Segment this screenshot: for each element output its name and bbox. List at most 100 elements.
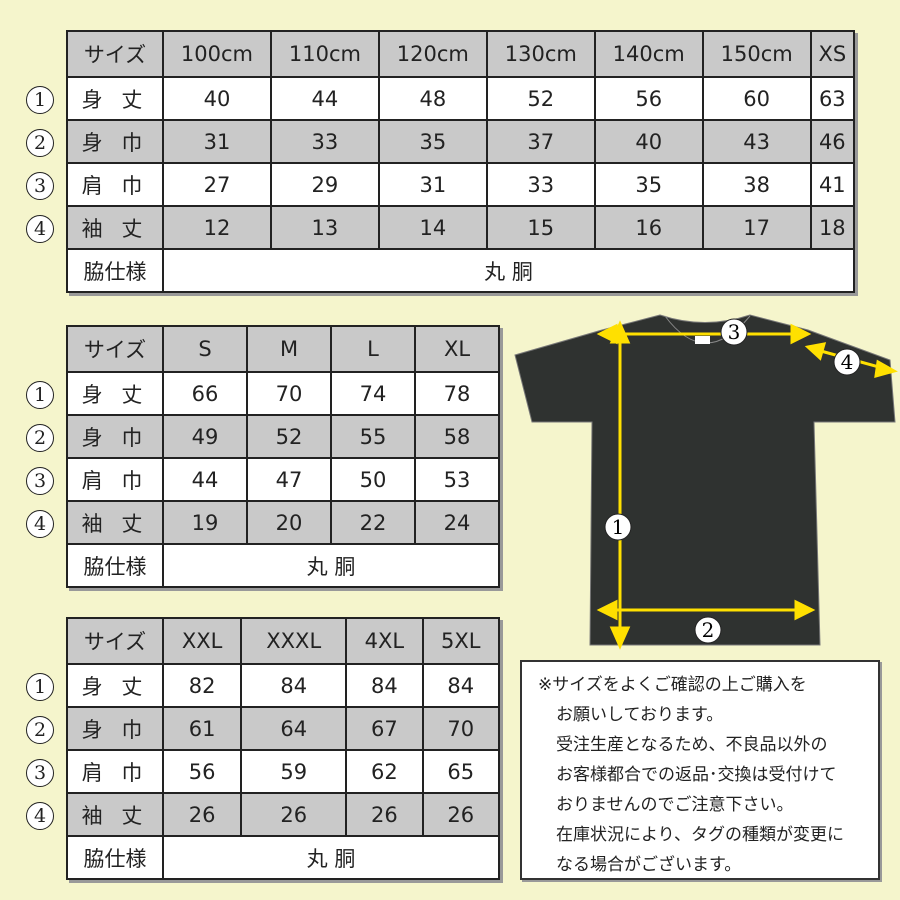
row-marker-1: 1 bbox=[26, 86, 54, 114]
table-cell: 60 bbox=[701, 76, 812, 121]
row-marker-3: 3 bbox=[26, 759, 54, 787]
row-marker-4: 4 bbox=[26, 802, 54, 830]
table-row: 身 巾 49 52 55 58 bbox=[66, 414, 500, 459]
table-cell: 26 bbox=[345, 792, 424, 837]
table-cell: 16 bbox=[593, 205, 704, 250]
table-row: 袖 丈 26 26 26 26 bbox=[66, 792, 501, 837]
table-cell: 82 bbox=[161, 663, 243, 708]
table-cell: 40 bbox=[593, 119, 704, 164]
table-cell: 63 bbox=[809, 76, 856, 121]
table-cell: 70 bbox=[246, 371, 332, 416]
table-cell: 66 bbox=[162, 371, 248, 416]
table-cell: 67 bbox=[345, 706, 424, 751]
row-label: 身 丈 bbox=[66, 76, 164, 121]
table-cell: 18 bbox=[809, 205, 856, 250]
table-cell: 41 bbox=[809, 162, 856, 207]
size-column-header: 120cm bbox=[377, 30, 488, 78]
row-label: 袖 丈 bbox=[66, 500, 164, 545]
table-cell: 74 bbox=[330, 371, 416, 416]
header-row: サイズ XXL XXXL 4XL 5XL bbox=[66, 617, 501, 665]
table-row: 肩 巾 27 29 31 33 35 38 41 bbox=[66, 162, 856, 207]
notice-line: お願いしております。 bbox=[556, 705, 724, 725]
row-label: 肩 巾 bbox=[66, 457, 164, 502]
marker-3-text: 3 bbox=[728, 320, 741, 344]
marker-3: 3 bbox=[720, 318, 748, 346]
size-table-3: サイズ XXL XXXL 4XL 5XL 身 丈 82 84 84 84 身 巾 61 64 67 70 肩 … bbox=[66, 617, 501, 880]
size-column-header: 110cm bbox=[269, 30, 380, 78]
table-cell: 84 bbox=[421, 663, 501, 708]
table-row: 身 巾 31 33 35 37 40 43 46 bbox=[66, 119, 856, 164]
marker-4: 4 bbox=[833, 348, 861, 376]
table-cell: 33 bbox=[269, 119, 380, 164]
table-cell: 40 bbox=[162, 76, 272, 121]
row-marker-4: 4 bbox=[26, 510, 54, 538]
table-cell: 56 bbox=[593, 76, 704, 121]
table-cell: 58 bbox=[414, 414, 500, 459]
table-cell: 52 bbox=[246, 414, 332, 459]
row-label: 肩 巾 bbox=[66, 162, 164, 207]
table-cell: 22 bbox=[330, 500, 416, 545]
footer-row: 脇仕様丸 胴 bbox=[66, 835, 500, 880]
table-cell: 26 bbox=[421, 792, 501, 837]
tshirt-shape bbox=[514, 314, 896, 646]
table-row: 袖 丈 19 20 22 24 bbox=[66, 500, 500, 545]
table-row: 身 丈 66 70 74 78 bbox=[66, 371, 500, 416]
table-cell: 64 bbox=[240, 706, 348, 751]
size-column-header: XS bbox=[809, 30, 856, 78]
table-cell: 56 bbox=[161, 749, 243, 794]
table-row: 肩 巾 44 47 50 53 bbox=[66, 457, 500, 502]
size-column-header: M bbox=[246, 325, 332, 373]
table-row: 身 巾 61 64 67 70 bbox=[66, 706, 501, 751]
row-label: 身 丈 bbox=[66, 371, 164, 416]
notice-line: ※サイズをよくご確認の上ご購入を bbox=[538, 675, 807, 695]
table-cell: 61 bbox=[161, 706, 243, 751]
notice-line: なる場合がございます。 bbox=[556, 855, 742, 875]
side-spec-value: 丸 胴 bbox=[162, 248, 855, 293]
table-cell: 27 bbox=[162, 162, 272, 207]
size-column-header: 150cm bbox=[701, 30, 812, 78]
table-cell: 59 bbox=[240, 749, 348, 794]
side-spec-value: 丸 胴 bbox=[162, 835, 500, 880]
row-label: 身 巾 bbox=[66, 414, 164, 459]
size-label-header: サイズ bbox=[66, 30, 164, 78]
table-cell: 35 bbox=[377, 119, 488, 164]
footer-row: 脇仕様丸 胴 bbox=[66, 543, 500, 588]
table-cell: 46 bbox=[809, 119, 856, 164]
table-cell: 26 bbox=[240, 792, 348, 837]
size-column-header: 4XL bbox=[345, 617, 424, 665]
row-label: 身 丈 bbox=[66, 663, 164, 708]
size-column-header: 5XL bbox=[421, 617, 501, 665]
table-cell: 65 bbox=[421, 749, 501, 794]
size-column-header: S bbox=[162, 325, 248, 373]
table-cell: 49 bbox=[162, 414, 248, 459]
row-marker-1: 1 bbox=[26, 381, 54, 409]
row-label: 身 巾 bbox=[66, 706, 164, 751]
size-table-1: サイズ 100cm 110cm 120cm 130cm 140cm 150cm XS 身 丈 40… bbox=[66, 30, 856, 293]
row-label: 袖 丈 bbox=[66, 205, 164, 250]
table-cell: 31 bbox=[162, 119, 272, 164]
table-cell: 78 bbox=[414, 371, 500, 416]
row-marker-3: 3 bbox=[26, 172, 54, 200]
table-cell: 84 bbox=[345, 663, 424, 708]
table-cell: 26 bbox=[161, 792, 243, 837]
table-cell: 14 bbox=[377, 205, 488, 250]
table-cell: 43 bbox=[701, 119, 812, 164]
footer-row: 脇仕様丸 胴 bbox=[66, 248, 855, 293]
notice-line: おりませんのでご注意下さい。 bbox=[556, 795, 794, 815]
side-spec-label: 脇仕様 bbox=[66, 835, 164, 880]
size-column-header: XXL bbox=[161, 617, 243, 665]
size-column-header: XXXL bbox=[240, 617, 348, 665]
table-cell: 12 bbox=[162, 205, 272, 250]
marker-2: 2 bbox=[694, 616, 722, 644]
tag-icon bbox=[695, 336, 710, 344]
row-marker-1: 1 bbox=[26, 673, 54, 701]
row-marker-2: 2 bbox=[26, 129, 54, 157]
table-cell: 48 bbox=[377, 76, 488, 121]
table-cell: 24 bbox=[414, 500, 500, 545]
table-cell: 35 bbox=[593, 162, 704, 207]
notice-line: 在庫状況により、タグの種類が変更に bbox=[556, 825, 844, 845]
table-cell: 37 bbox=[485, 119, 596, 164]
header-row: サイズ S M L XL bbox=[66, 325, 500, 373]
table-cell: 15 bbox=[485, 205, 596, 250]
table-cell: 17 bbox=[701, 205, 812, 250]
